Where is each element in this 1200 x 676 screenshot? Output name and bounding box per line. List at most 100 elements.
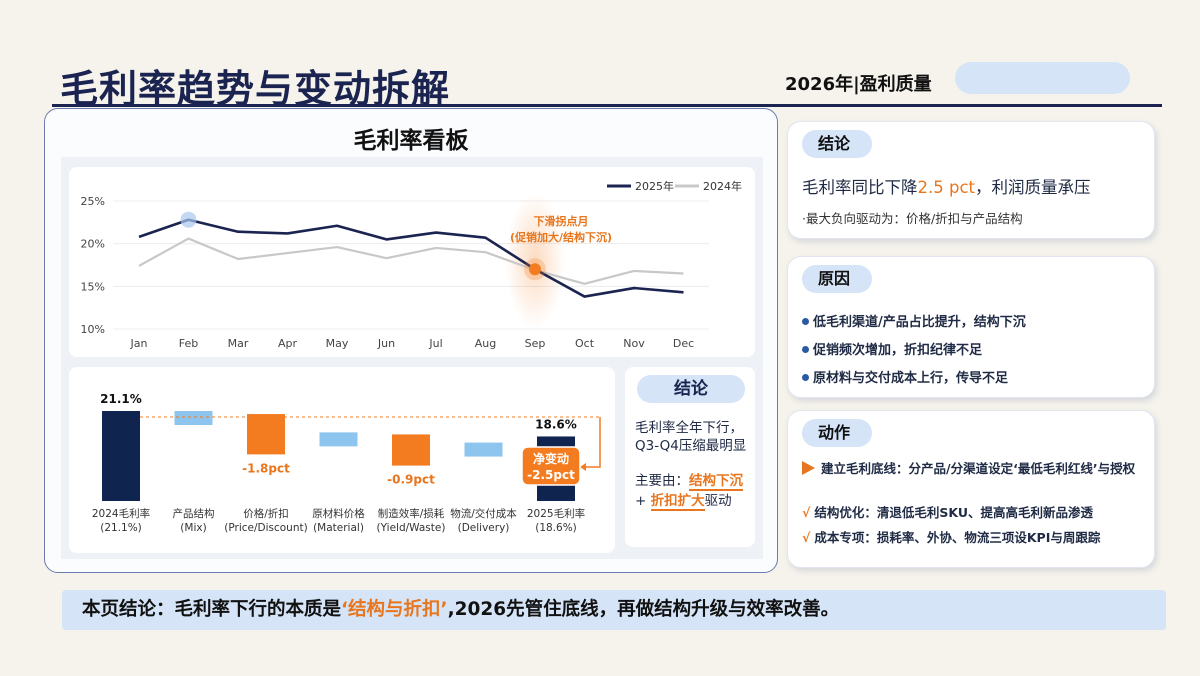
actions-card: 动作 建立毛利底线：分产品/分渠道设定‘最低毛利红线’与授权 √ 结构优化：清退低…: [787, 410, 1155, 568]
conclusion-main-text: 毛利率同比下降2.5 pct，利润质量承压: [802, 174, 1091, 198]
page-conclusion-prefix: 本页结论：毛利率下行的本质是: [82, 599, 342, 620]
waterfall-chart-panel: 21.1% 2024毛利率 (21.1%) 产品结构 (Mix) -1.8pct 价格/折扣…: [69, 367, 615, 553]
actions-card-label: 动作: [802, 419, 872, 447]
driver-discount: 折扣扩大: [650, 493, 705, 511]
bullet-dot-icon: [802, 346, 809, 353]
conclusion-sub-text: ·最大负向驱动为：价格/折扣与产品结构: [802, 211, 1023, 226]
reason-item: 低毛利渠道/产品占比提升，结构下沉: [802, 311, 1026, 330]
conclusion-main-prefix: 毛利率同比下降: [802, 178, 918, 197]
category-label: 制造效率/损耗: [378, 507, 445, 520]
waterfall-bar: [247, 414, 285, 455]
x-tick-label: Aug: [475, 337, 496, 350]
conclusion-card: 结论 毛利率同比下降2.5 pct，利润质量承压 ·最大负向驱动为：价格/折扣与…: [787, 121, 1155, 239]
chart-conclusion-drivers: 主要由：结构下沉 + 折扣扩大驱动: [635, 471, 753, 511]
checkmark-icon: √: [802, 505, 811, 520]
page-conclusion-suffix: ,2026先管住底线，再做结构升级与效率改善。: [447, 599, 840, 620]
category-label: 价格/折扣: [243, 507, 289, 520]
series-line: [138, 218, 684, 298]
x-tick-label: Oct: [575, 337, 595, 350]
bullet-dot-icon: [802, 318, 809, 325]
waterfall-bar: [464, 442, 503, 457]
net-change-label: 净变动: [533, 451, 569, 466]
chart-conclusion-label: 结论: [637, 375, 745, 403]
action-text: 成本专项：损耗率、外协、物流三项设KPI与周跟踪: [814, 530, 1101, 545]
arrow-head-icon: [580, 463, 586, 471]
net-change-badge: [521, 446, 581, 486]
action-text: 结构优化：清退低毛利SKU、提高高毛利新品渗透: [814, 505, 1093, 520]
line-chart: 25% 20% 15% 10% Jan Feb Mar Apr May Jun Jul Aug Sep O…: [81, 179, 742, 350]
x-tick-label: Mar: [228, 337, 249, 350]
annotation-label: 下滑拐点月: [534, 214, 589, 228]
x-tick-label: Jun: [377, 337, 395, 350]
category-label: (Material): [313, 522, 364, 534]
arrow-right-icon: [802, 461, 815, 475]
waterfall-chart: 21.1% 2024毛利率 (21.1%) 产品结构 (Mix) -1.8pct 价格/折扣…: [92, 392, 601, 534]
category-label: (Yield/Waste): [377, 522, 446, 534]
conclusion-main-suffix: ，利润质量承压: [975, 178, 1091, 197]
reason-text: 促销频次增加，折扣纪律不足: [813, 343, 983, 358]
x-tick-label: May: [326, 337, 349, 350]
action-item: √ 成本专项：损耗率、外协、物流三项设KPI与周跟踪: [802, 529, 1147, 546]
category-label: (18.6%): [535, 522, 577, 534]
gross-margin-dashboard: 毛利率看板 25% 20% 15% 10% Jan Feb Mar Apr May Jun Jul A…: [44, 108, 778, 573]
waterfall-bar: [392, 434, 430, 466]
page-conclusion-bar: 本页结论：毛利率下行的本质是‘结构与折扣’,2026先管住底线，再做结构升级与效…: [62, 590, 1166, 630]
category-label: 2025毛利率: [527, 507, 585, 520]
category-label: (Delivery): [458, 522, 510, 534]
drivers-prefix: 主要由：: [635, 473, 689, 489]
category-label: 物流/交付成本: [450, 507, 517, 520]
chart-conclusion-text: 毛利率全年下行，Q3-Q4压缩最明显: [635, 420, 747, 454]
highlight-band: [505, 193, 565, 329]
y-tick-label: 15%: [81, 280, 105, 293]
header-pill-decoration: [955, 62, 1130, 94]
annotation-point: [529, 263, 541, 276]
x-tick-label: Sep: [525, 337, 546, 350]
data-label: -1.8pct: [242, 461, 290, 475]
reason-item: 原材料与交付成本上行，传导不足: [802, 367, 1008, 386]
chart-conclusion-panel: 结论 毛利率全年下行，Q3-Q4压缩最明显 主要由：结构下沉 + 折扣扩大驱动: [625, 367, 755, 547]
x-tick-label: Dec: [673, 337, 694, 350]
x-tick-label: Nov: [623, 337, 645, 350]
waterfall-bar: [174, 411, 213, 425]
net-change-value: -2.5pct: [527, 468, 575, 482]
action-item: √ 结构优化：清退低毛利SKU、提高高毛利新品渗透: [802, 504, 1147, 521]
category-label: 原材料价格: [312, 507, 365, 520]
reason-text: 低毛利渠道/产品占比提升，结构下沉: [813, 315, 1026, 330]
header-tag: 2026年|盈利质量: [785, 74, 932, 95]
category-label: 2024毛利率: [92, 507, 150, 520]
checkmark-icon: √: [802, 530, 811, 545]
x-tick-label: Feb: [179, 337, 198, 350]
category-label: 产品结构: [173, 507, 215, 520]
y-tick-label: 20%: [81, 238, 105, 251]
conclusion-main-value: 2.5 pct: [917, 178, 976, 197]
action-item: 建立毛利底线：分产品/分渠道设定‘最低毛利红线’与授权: [802, 460, 1147, 477]
driver-structure: 结构下沉: [689, 473, 743, 491]
conclusion-card-label: 结论: [802, 130, 872, 158]
data-label: 18.6%: [535, 417, 577, 431]
category-label: (Mix): [180, 522, 206, 534]
dashboard-body: 25% 20% 15% 10% Jan Feb Mar Apr May Jun Jul Aug Sep O…: [61, 157, 763, 559]
x-tick-label: Apr: [278, 337, 298, 350]
x-tick-label: Jan: [130, 337, 148, 350]
connector-arrow: [582, 417, 601, 468]
reasons-card-label: 原因: [802, 265, 872, 293]
action-text: 建立毛利底线：分产品/分渠道设定‘最低毛利红线’与授权: [821, 461, 1136, 476]
reason-item: 促销频次增加，折扣纪律不足: [802, 339, 982, 358]
dashboard-title: 毛利率看板: [353, 128, 469, 154]
waterfall-bar: [319, 432, 358, 447]
bullet-dot-icon: [802, 374, 809, 381]
reasons-card: 原因 低毛利渠道/产品占比提升，结构下沉 促销频次增加，折扣纪律不足 原材料与交…: [787, 256, 1155, 398]
category-label: (Price/Discount): [224, 522, 307, 534]
legend-label: 2024年: [703, 179, 742, 193]
category-label: (21.1%): [100, 522, 142, 534]
page-conclusion-highlight: ‘结构与折扣’: [341, 599, 448, 620]
peak-marker: [180, 211, 197, 228]
reason-text: 原材料与交付成本上行，传导不足: [813, 371, 1009, 386]
drivers-plus: +: [635, 493, 651, 509]
x-tick-label: Jul: [428, 337, 442, 350]
drivers-suffix: 驱动: [704, 493, 732, 509]
series-line: [138, 237, 684, 285]
y-tick-label: 10%: [81, 323, 105, 336]
legend-label: 2025年: [635, 179, 674, 193]
annotation-label: (促销加大/结构下沉): [510, 230, 612, 244]
